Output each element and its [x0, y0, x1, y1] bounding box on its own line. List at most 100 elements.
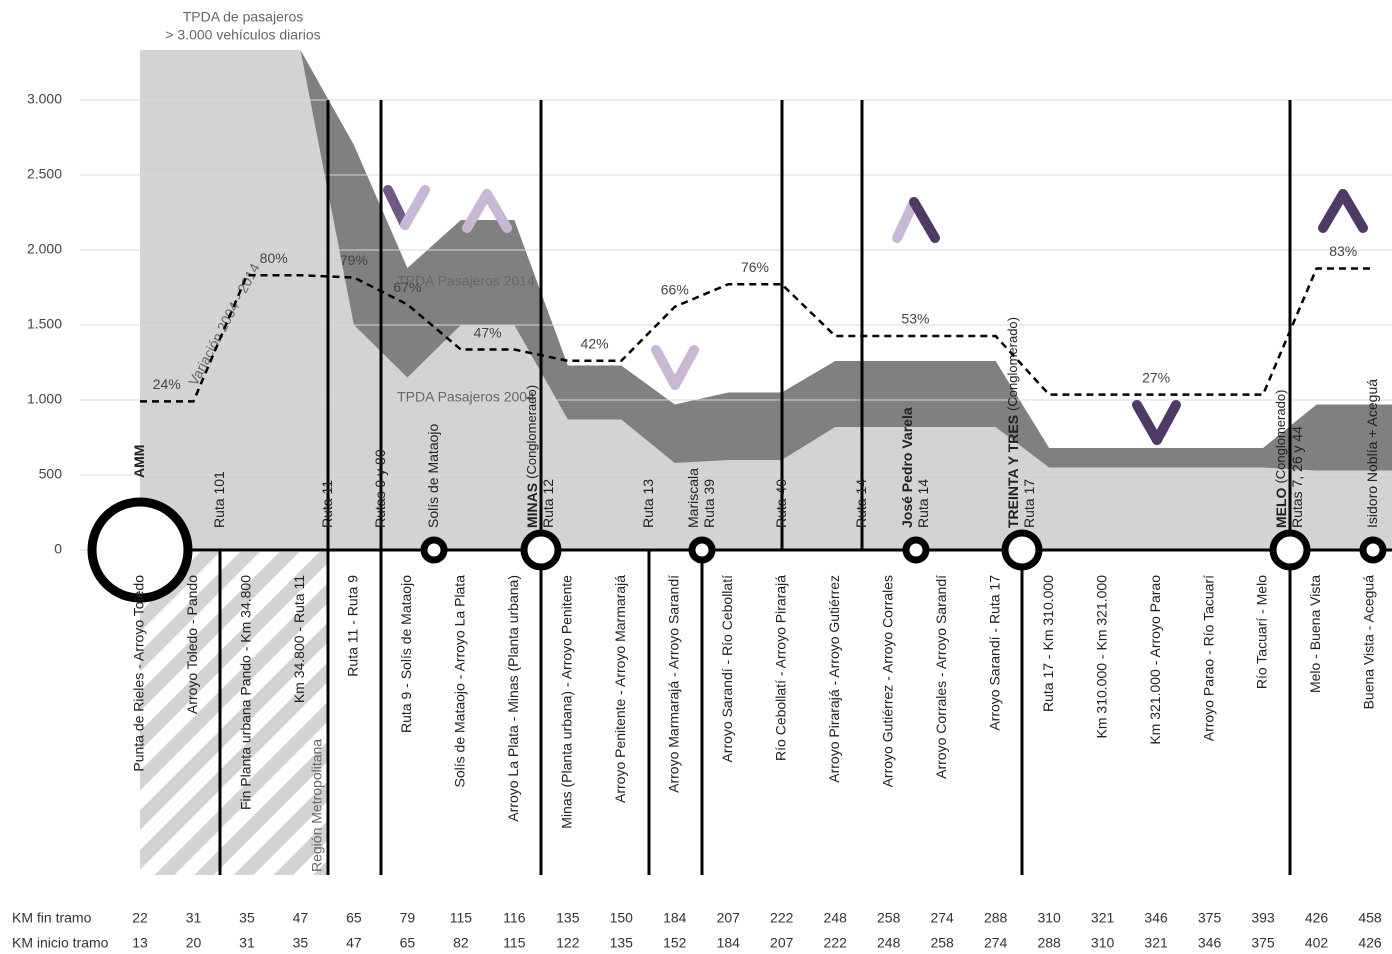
- y-tick-label: 0: [54, 541, 62, 557]
- km-fin: 22: [132, 910, 148, 926]
- segment-label: Arroyo La Plata - Minas (Planta urbana): [505, 575, 521, 822]
- node-label: Rutas 7, 26 y 44: [1289, 426, 1305, 528]
- variation-label: 47%: [474, 324, 502, 340]
- km-fin: 222: [770, 910, 794, 926]
- km-fin: 375: [1198, 910, 1222, 926]
- km-inicio: 375: [1251, 935, 1275, 951]
- node-label: Ruta 14: [853, 479, 869, 528]
- segment-label: Arroyo Parao - Río Tacuarí: [1200, 575, 1216, 741]
- node-label: TREINTA Y TRES (Conglomerado): [1005, 317, 1021, 528]
- node-label: Ruta 12: [540, 479, 556, 528]
- row-label: KM inicio tramo: [12, 935, 109, 951]
- segment-label: Arroyo Corrales - Arroyo Sarandí: [933, 575, 949, 779]
- node-label: Isidoro Noblía + Aceguá: [1364, 379, 1380, 528]
- node-label: Ruta 13: [640, 479, 656, 528]
- node-label: Solís de Mataojo: [425, 424, 441, 528]
- variation-label: 66%: [661, 281, 689, 297]
- node-label-part: Ruta 11: [319, 480, 335, 528]
- annotation: > 3.000 vehículos diarios: [165, 27, 320, 43]
- y-tick-label: 3.000: [27, 91, 62, 107]
- node-label-note: (Conglomerado): [1273, 390, 1288, 484]
- segment-label: Km 34.800 - Ruta 11: [291, 575, 307, 703]
- row-label: KM fin tramo: [12, 910, 92, 926]
- series-label: TPDA Pasajeros 2014: [397, 273, 535, 289]
- node-label-part: Ruta 101: [211, 471, 227, 528]
- variation-label: 80%: [260, 250, 288, 266]
- y-tick-label: 2.000: [27, 241, 62, 257]
- node-label: José Pedro Varela: [899, 407, 915, 528]
- km-inicio: 274: [984, 935, 1008, 951]
- trend-arrow: [892, 197, 919, 243]
- node-label-part: Mariscala: [685, 468, 701, 528]
- km-fin: 184: [663, 910, 687, 926]
- segment-label: Solís de Mataojo - Arroyo La Plata: [452, 575, 468, 788]
- km-inicio: 426: [1358, 935, 1382, 951]
- km-inicio: 35: [293, 935, 309, 951]
- node-label: MINAS (Conglomerado): [524, 385, 540, 528]
- km-inicio: 152: [663, 935, 687, 951]
- node-label: Ruta 17: [1021, 479, 1037, 528]
- km-inicio: 207: [770, 935, 794, 951]
- node-label-part: José Pedro Varela: [899, 407, 915, 528]
- node-label-part: Ruta 39: [701, 479, 717, 528]
- node-circle: [1001, 529, 1043, 571]
- trend-arrow: [651, 345, 680, 390]
- node-label-part: Rutas 7, 26 y 44: [1289, 426, 1305, 528]
- node-label: Ruta 11: [319, 480, 335, 528]
- segment-label: Ruta 11 - Ruta 9: [345, 575, 361, 677]
- trend-arrow: [1338, 189, 1368, 233]
- km-fin: 426: [1305, 910, 1329, 926]
- node-circle: [902, 536, 930, 564]
- node-label-note: (Conglomerado): [524, 385, 539, 479]
- node-label-part: Ruta 14: [853, 479, 869, 528]
- km-fin: 346: [1144, 910, 1168, 926]
- y-tick-label: 500: [39, 466, 63, 482]
- annotation: Región Metropolitana: [309, 739, 325, 872]
- trend-arrow: [1152, 400, 1181, 445]
- node-label-part: Ruta 13: [640, 479, 656, 528]
- km-fin: 115: [450, 910, 473, 926]
- trend-arrow: [670, 345, 699, 390]
- node-label: Rutas 9 y 80: [372, 449, 388, 528]
- trend-arrow: [1132, 400, 1162, 445]
- km-inicio: 258: [930, 935, 954, 951]
- km-inicio: 248: [877, 935, 901, 951]
- km-inicio: 65: [400, 935, 416, 951]
- node-circle: [1359, 536, 1387, 564]
- km-fin: 248: [824, 910, 848, 926]
- km-inicio: 288: [1037, 935, 1061, 951]
- segment-label: Ruta 17 - Km 310.000: [1040, 575, 1056, 712]
- km-inicio: 184: [717, 935, 741, 951]
- variation-label: 83%: [1329, 243, 1357, 259]
- km-inicio: 31: [239, 935, 255, 951]
- trend-arrow: [383, 185, 410, 230]
- node-label: AMM: [131, 445, 147, 478]
- node-label-part: Isidoro Noblía + Aceguá: [1364, 379, 1380, 528]
- km-fin: 135: [556, 910, 580, 926]
- node-label-part: Ruta 40: [773, 479, 789, 528]
- y-tick-label: 1.000: [27, 391, 62, 407]
- km-fin: 274: [930, 910, 954, 926]
- km-fin: 31: [186, 910, 202, 926]
- km-fin: 393: [1251, 910, 1275, 926]
- node-label: Ruta 101: [211, 471, 227, 528]
- node-label: Ruta 39: [701, 479, 717, 528]
- segment-label: Arroyo Toledo - Pando: [184, 575, 200, 714]
- node-label-part: Solís de Mataojo: [425, 424, 441, 528]
- segment-label: Río Tacuarí - Melo: [1254, 575, 1270, 689]
- variation-label: 67%: [393, 279, 421, 295]
- variation-label: 76%: [741, 259, 769, 275]
- segment-label: Ruta 9 - Solís de Mataojo: [398, 575, 414, 733]
- km-fin: 79: [400, 910, 416, 926]
- node-label-note: (Conglomerado): [1005, 317, 1020, 411]
- segment-label: Km 321.000 - Arroyo Parao: [1147, 575, 1163, 745]
- variation-label: 27%: [1142, 369, 1170, 385]
- segment-label: Punta de Rieles - Arroyo Toledo: [131, 575, 147, 772]
- series-label: TPDA Pasajeros 2004: [397, 389, 535, 405]
- km-inicio: 346: [1198, 935, 1222, 951]
- node-label-part: MINAS: [524, 483, 540, 528]
- segment-label: Arroyo Gutiérrez - Arroyo Corrales: [879, 575, 895, 787]
- node-label: Ruta 40: [773, 479, 789, 528]
- km-inicio: 47: [346, 935, 362, 951]
- segment-label: Arroyo Sarandí - Río Cebollatí: [719, 575, 735, 763]
